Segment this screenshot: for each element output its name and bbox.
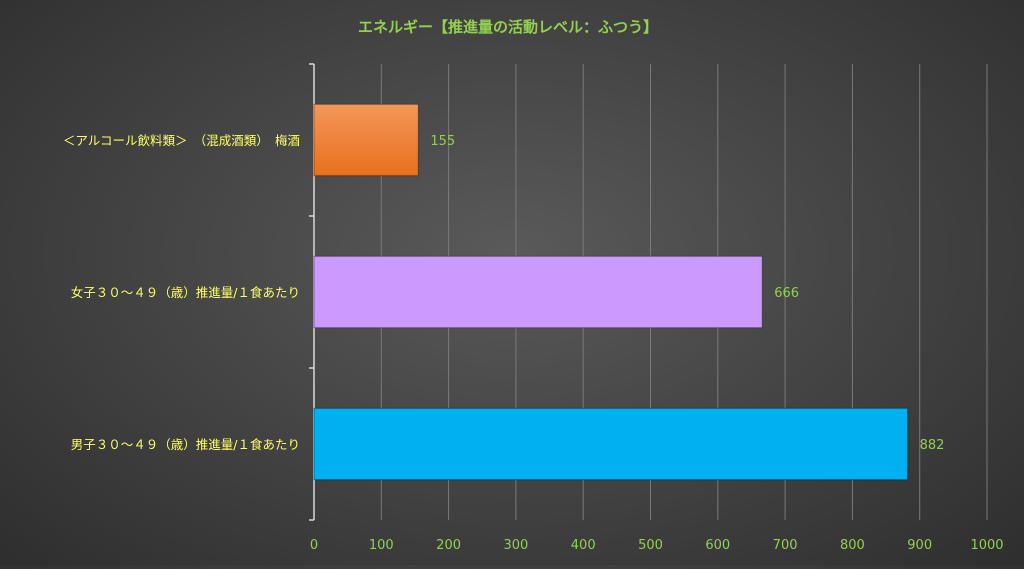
data-label: 882 xyxy=(920,438,945,453)
x-tick-label: 900 xyxy=(907,538,932,553)
labels: 0 100 200 300 400 500 600 700 800 900 1000 ＜アルコール飲料… xyxy=(63,133,1004,553)
data-label: 666 xyxy=(774,286,799,301)
x-tick-label: 300 xyxy=(503,538,528,553)
x-tick-label: 200 xyxy=(436,538,461,553)
category-label: 女子３０～４９（歳）推進量/１食あたり xyxy=(71,285,300,300)
bars xyxy=(313,103,909,481)
x-tick-label: 1000 xyxy=(970,538,1003,553)
chart-title: エネルギー【推進量の活動レベル：ふつう】 xyxy=(358,18,658,36)
bar xyxy=(313,103,419,177)
x-tick-label: 400 xyxy=(571,538,596,553)
x-tick-label: 700 xyxy=(773,538,798,553)
x-tick-label: 800 xyxy=(840,538,865,553)
x-tick-label: 0 xyxy=(310,538,318,553)
x-tick-label: 500 xyxy=(638,538,663,553)
category-label: ＜アルコール飲料類＞ （混成酒類） 梅酒 xyxy=(63,133,300,148)
bar xyxy=(313,255,763,329)
x-tick-label: 600 xyxy=(705,538,730,553)
category-label: 男子３０～４９（歳）推進量/１食あたり xyxy=(71,437,300,452)
bar xyxy=(313,407,909,481)
category-axis xyxy=(309,63,315,521)
x-tick-label: 100 xyxy=(369,538,394,553)
data-label: 155 xyxy=(430,134,455,149)
